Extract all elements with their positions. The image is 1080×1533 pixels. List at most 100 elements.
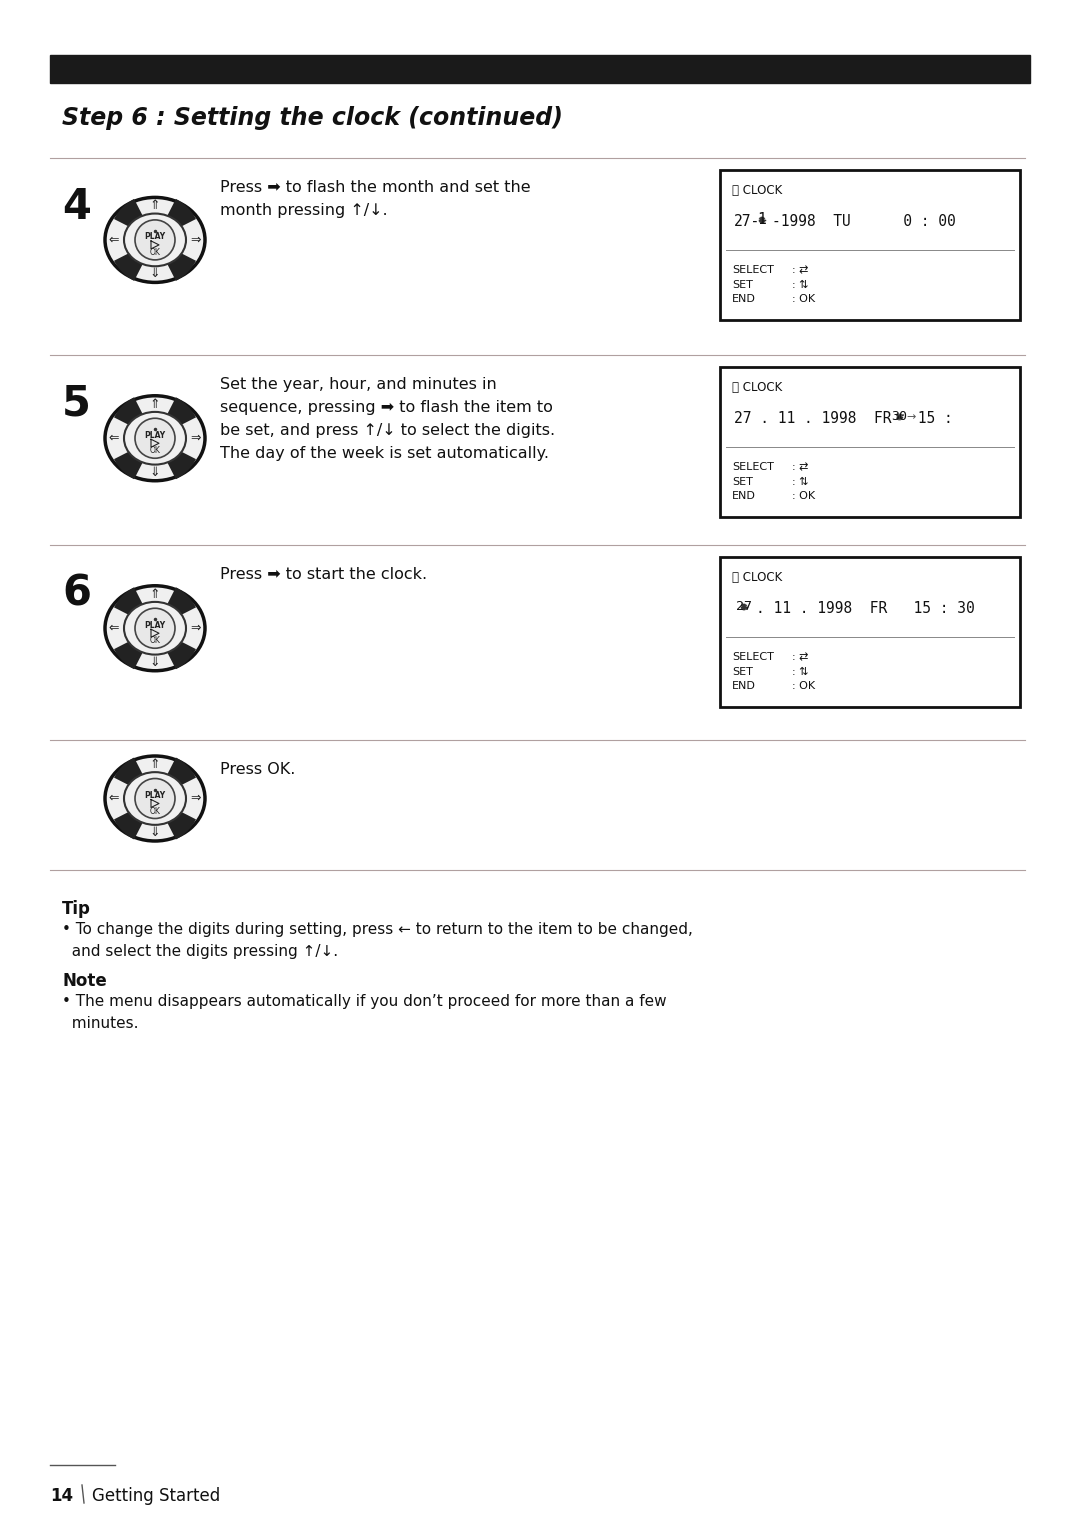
Text: ⇒: ⇒ [191,793,201,805]
Text: Press ➡ to flash the month and set the: Press ➡ to flash the month and set the [220,179,530,195]
Wedge shape [114,757,156,799]
Text: OK: OK [149,806,161,816]
Wedge shape [156,199,195,239]
Ellipse shape [105,198,205,282]
Text: PLAY: PLAY [145,233,165,241]
Ellipse shape [124,213,186,267]
Text: ⇑: ⇑ [150,587,160,601]
Text: The day of the week is set automatically.: The day of the week is set automatically… [220,446,549,461]
Text: • To change the digits during setting, press ← to return to the item to be chang: • To change the digits during setting, p… [62,921,693,937]
Ellipse shape [124,602,186,655]
Text: . 11 . 1998  FR   15 : 30: . 11 . 1998 FR 15 : 30 [756,601,975,616]
Text: ⇑: ⇑ [150,757,160,771]
Text: 27‑: 27‑ [734,215,760,228]
Text: SELECT: SELECT [732,461,774,472]
Ellipse shape [124,773,186,825]
Ellipse shape [105,396,205,481]
Text: Tip: Tip [62,900,91,918]
Text: ⇐: ⇐ [109,432,119,445]
Text: PLAY: PLAY [145,431,165,440]
Text: OK: OK [149,248,161,258]
Text: END: END [732,294,756,304]
Text: PLAY: PLAY [145,791,165,800]
Text: 27 . 11 . 1998  FR   15 :: 27 . 11 . 1998 FR 15 : [734,411,953,426]
Text: : OK: : OK [792,491,815,501]
Text: SET: SET [732,667,753,678]
Text: OK: OK [149,636,161,645]
Ellipse shape [105,756,205,842]
Text: SELECT: SELECT [732,265,774,274]
Wedge shape [156,239,195,281]
Text: be set, and press ↑/↓ to select the digits.: be set, and press ↑/↓ to select the digi… [220,423,555,438]
Text: 6: 6 [62,573,91,615]
Wedge shape [114,438,156,480]
Bar [50,55,1030,83]
Text: : ⇄: : ⇄ [792,652,809,662]
Text: ⇓: ⇓ [150,267,160,281]
Text: 30: 30 [891,411,907,423]
Circle shape [135,219,175,261]
Text: ⇒: ⇒ [191,622,201,635]
Text: 1: 1 [758,213,767,227]
Text: : ⇅: : ⇅ [792,667,809,678]
Text: : ⇅: : ⇅ [792,281,809,290]
Text: ⇑: ⇑ [150,199,160,213]
Wedge shape [156,438,195,480]
Wedge shape [114,629,156,670]
Wedge shape [114,397,156,438]
Text: Step 6 : Setting the clock (continued): Step 6 : Setting the clock (continued) [62,106,563,130]
Wedge shape [114,239,156,281]
Text: : ⇄: : ⇄ [792,265,809,274]
Text: sequence, pressing ➡ to flash the item to: sequence, pressing ➡ to flash the item t… [220,400,553,415]
Bar [720,556,1020,707]
Text: ⇓: ⇓ [150,466,160,478]
Text: ⇑: ⇑ [150,397,160,411]
Text: ⇒: ⇒ [191,432,201,445]
Text: OK: OK [149,446,161,455]
Text: ⇓: ⇓ [150,826,160,839]
Circle shape [135,779,175,819]
Text: and select the digits pressing ↑/↓.: and select the digits pressing ↑/↓. [62,944,338,960]
Text: minutes.: minutes. [62,1016,138,1032]
Text: PLAY: PLAY [145,621,165,630]
Text: 4: 4 [62,185,91,228]
Wedge shape [156,799,195,840]
Text: 14: 14 [50,1487,73,1505]
Text: month pressing ↑/↓.: month pressing ↑/↓. [220,202,388,218]
Text: SELECT: SELECT [732,652,774,662]
Text: : OK: : OK [792,294,815,304]
Text: Press ➡ to start the clock.: Press ➡ to start the clock. [220,567,427,583]
Wedge shape [114,587,156,629]
Wedge shape [156,757,195,799]
Text: Getting Started: Getting Started [92,1487,220,1505]
Wedge shape [114,799,156,840]
Wedge shape [114,199,156,239]
Text: ⇓: ⇓ [150,656,160,668]
Text: Note: Note [62,972,107,990]
Text: Press OK.: Press OK. [220,762,295,777]
Circle shape [135,609,175,648]
Bar [720,170,1020,320]
Text: • The menu disappears automatically if you don’t proceed for more than a few: • The menu disappears automatically if y… [62,993,666,1009]
Text: SET: SET [732,281,753,290]
Text: ⌚ CLOCK: ⌚ CLOCK [732,382,782,394]
Wedge shape [156,629,195,670]
Text: : OK: : OK [792,681,815,691]
Circle shape [135,419,175,458]
Text: ‑1998  TU      0 : 00: ‑1998 TU 0 : 00 [772,215,956,228]
Text: ⇐: ⇐ [109,793,119,805]
Text: END: END [732,681,756,691]
Wedge shape [156,587,195,629]
Text: : ⇅: : ⇅ [792,477,809,487]
Text: ⇒: ⇒ [191,233,201,247]
Text: ⌚ CLOCK: ⌚ CLOCK [732,184,782,198]
Text: Set the year, hour, and minutes in: Set the year, hour, and minutes in [220,377,497,392]
Ellipse shape [124,412,186,464]
Text: 5: 5 [62,383,91,425]
Text: : ⇄: : ⇄ [792,461,809,472]
Text: SET: SET [732,477,753,487]
Text: ⇐: ⇐ [109,233,119,247]
Text: ⌚ CLOCK: ⌚ CLOCK [732,570,782,584]
Bar [720,366,1020,517]
Wedge shape [156,397,195,438]
